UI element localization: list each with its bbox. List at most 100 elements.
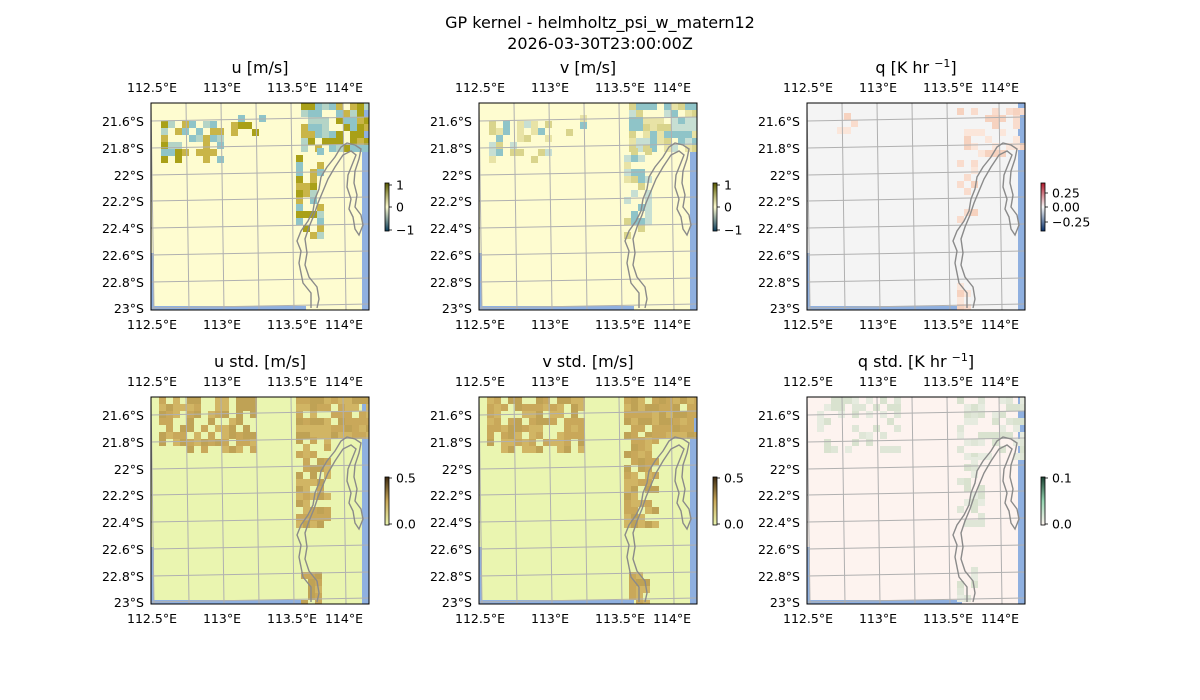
field-cell <box>978 513 985 520</box>
parallel-line <box>151 437 369 443</box>
xtick-label-top: 113°E <box>203 374 241 389</box>
field-cell <box>338 397 345 404</box>
xtick-label-bottom: 113.5°E <box>595 611 645 626</box>
field-cell <box>338 404 345 411</box>
field-cell <box>680 397 687 404</box>
field-cell <box>536 418 543 425</box>
field-cell <box>331 425 338 432</box>
field-cell <box>324 425 331 432</box>
colorbar-scale <box>1040 476 1046 526</box>
field-cell <box>1013 115 1020 122</box>
field-cell <box>659 411 666 418</box>
field-cell <box>303 418 310 425</box>
field-cell <box>489 156 496 163</box>
field-cell <box>545 149 552 156</box>
field-cell <box>217 135 224 142</box>
field-cell <box>503 128 510 135</box>
field-cell <box>296 411 303 418</box>
colorbar-scale <box>384 182 390 232</box>
field-cell <box>992 150 999 157</box>
ytick-label: 21.6°S <box>430 408 472 423</box>
field-cell <box>964 453 971 460</box>
field-cell <box>350 124 357 131</box>
colorbar-tick-label: −0.25 <box>1052 215 1090 230</box>
field-cell <box>343 145 350 152</box>
field-cell <box>236 418 243 425</box>
field-cell <box>638 465 645 472</box>
meridian-line <box>670 397 675 604</box>
field-cell <box>336 131 343 138</box>
field-cell <box>357 110 364 117</box>
field-cell <box>957 181 964 188</box>
field-cell <box>296 218 303 225</box>
field-cell <box>296 437 303 444</box>
field-cell <box>364 103 369 110</box>
field-cell <box>538 149 545 156</box>
field-cell <box>564 446 571 453</box>
field-cell <box>364 117 369 124</box>
field-cell <box>1020 432 1025 439</box>
colorbar-q: 0.250.00−0.25 <box>1040 182 1090 232</box>
field-cell <box>296 183 303 190</box>
field-cell <box>515 397 522 404</box>
xtick-label-bottom: 113°E <box>859 317 897 332</box>
field-cell <box>301 145 308 152</box>
field-cell <box>1020 439 1025 446</box>
field-cell <box>624 411 631 418</box>
panel-u: u [m/s]112.5°E112.5°E113°E113°E113.5°E11… <box>102 58 414 332</box>
field-cell <box>631 148 638 155</box>
field-cell <box>971 567 978 574</box>
xtick-label-bottom: 113.5°E <box>923 317 973 332</box>
field-cell <box>957 425 964 432</box>
field-cell <box>687 432 694 439</box>
field-cell <box>631 190 638 197</box>
field-cell <box>352 397 359 404</box>
field-cell <box>957 397 964 404</box>
field-cell <box>687 397 694 404</box>
field-cell <box>645 500 652 507</box>
field-cell <box>650 124 657 131</box>
field-cell <box>329 131 336 138</box>
field-cell <box>310 521 317 528</box>
field-cell <box>324 404 331 411</box>
field-cell <box>817 425 824 432</box>
field-cell <box>671 117 678 124</box>
field-cell <box>357 117 364 124</box>
field-cell <box>852 425 859 432</box>
field-cell <box>694 397 697 404</box>
field-cell <box>524 121 531 128</box>
field-cell <box>238 122 245 129</box>
panel-frame <box>150 102 370 311</box>
figure-title-line1: GP kernel - helmholtz_psi_w_matern12 <box>445 13 755 33</box>
field-cell <box>971 181 978 188</box>
field-cell <box>631 493 638 500</box>
field-cell <box>317 211 324 218</box>
field-cell <box>824 418 831 425</box>
field-cell <box>964 411 971 418</box>
ytick-label: 21.8°S <box>102 435 144 450</box>
field-cell <box>494 425 501 432</box>
field-cell <box>324 507 331 514</box>
field-cells <box>159 397 369 604</box>
field-cell <box>366 432 369 439</box>
field-cell <box>999 446 1006 453</box>
field-cell <box>168 142 175 149</box>
field-cell <box>331 411 338 418</box>
field-cell <box>685 117 692 124</box>
field-cell <box>624 514 631 521</box>
field-cell <box>636 572 643 579</box>
ocean-east <box>1018 397 1025 604</box>
field-cell <box>196 128 203 135</box>
field-cell <box>1020 446 1025 453</box>
field-cell <box>175 128 182 135</box>
field-cell <box>999 115 1006 122</box>
xtick-label-top: 113.5°E <box>267 80 317 95</box>
field-cell <box>536 397 543 404</box>
field-cell <box>359 425 366 432</box>
field-cell <box>310 514 317 521</box>
ytick-label: 22.6°S <box>430 248 472 263</box>
field-cell <box>508 418 515 425</box>
ytick-label: 23°S <box>770 595 800 610</box>
field-cell <box>315 124 322 131</box>
